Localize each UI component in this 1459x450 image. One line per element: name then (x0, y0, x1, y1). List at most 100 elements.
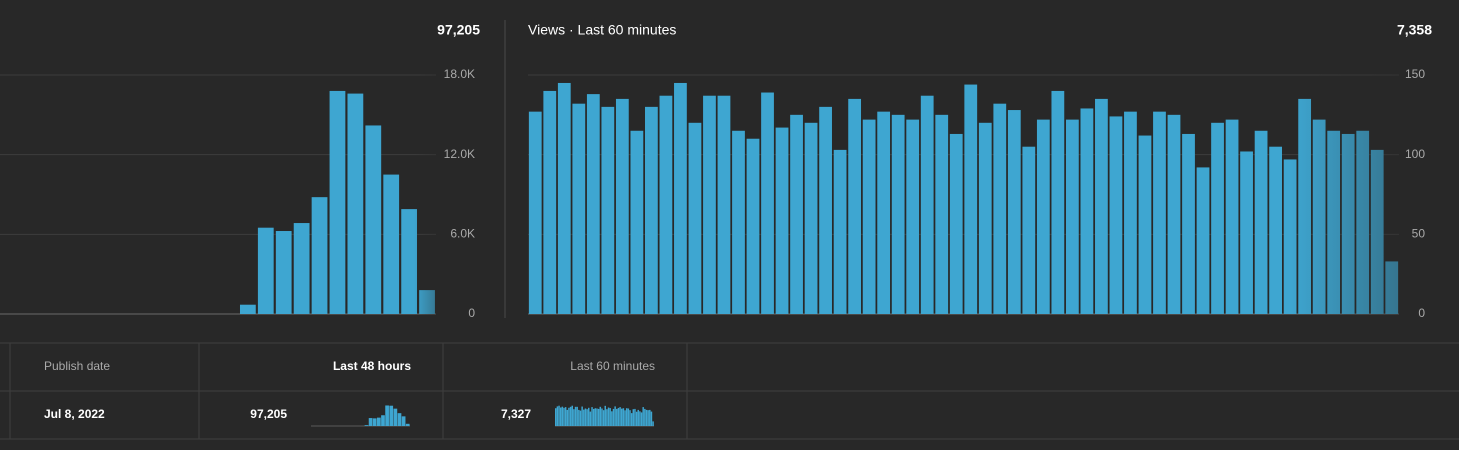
y-tick-label: 0 (1418, 306, 1425, 320)
sparkline-bar (596, 408, 598, 426)
sparkline-bar (617, 407, 620, 426)
cell: Jul 8, 2022 (44, 407, 105, 421)
bar (1065, 119, 1079, 314)
chart-total: 7,358 (1397, 22, 1432, 38)
sparkline-bar (594, 408, 597, 426)
sparkline-bar (649, 409, 651, 426)
sparkline-bar (564, 407, 567, 426)
bar (862, 119, 876, 314)
bar (1225, 119, 1239, 314)
bar (978, 122, 992, 314)
bar (804, 122, 818, 314)
bar (993, 103, 1007, 315)
sparkline-bar (377, 417, 381, 426)
bar (688, 122, 702, 314)
sparkline-bar (611, 411, 613, 426)
chart-total: 97,205 (437, 22, 480, 38)
bar (935, 114, 949, 314)
charts: 0 6.0K 12.0K 18.0K 0 50 100 150 (0, 67, 1426, 427)
sparkline-bar (606, 409, 608, 426)
sparkline-bar (635, 411, 638, 426)
sparkline-bar (624, 410, 626, 426)
bar (1051, 90, 1065, 314)
bar (1254, 130, 1268, 314)
sparkline-bar (607, 407, 610, 426)
y-tick-label: 50 (1412, 227, 1426, 241)
bar (1007, 110, 1021, 314)
sparkline-bar (602, 410, 605, 426)
sparkline-bar (393, 408, 398, 426)
sparkline-bar (573, 409, 575, 426)
sparkline-bar (630, 413, 633, 426)
bar (659, 95, 673, 314)
sparkline-bar (650, 411, 653, 426)
bar (819, 106, 832, 314)
sparkline-bar (647, 410, 649, 426)
bar (630, 130, 644, 314)
sparkline-bar (555, 408, 557, 426)
bar (1080, 108, 1094, 315)
bar (1196, 167, 1210, 314)
bar (703, 95, 716, 314)
sparkline-bar (586, 409, 588, 426)
sparkline-bar (637, 409, 639, 426)
bar (257, 227, 274, 314)
sparkline-bar (589, 411, 592, 426)
bar (528, 111, 542, 314)
sparkline-bar (644, 408, 646, 426)
bar (601, 106, 615, 314)
cell: 97,205 (250, 407, 287, 421)
y-tick-label: 12.0K (444, 147, 475, 161)
bar (674, 82, 687, 314)
sparkline-bar (563, 407, 565, 426)
sparkline-bar (583, 409, 585, 426)
bar (365, 125, 382, 314)
bar (877, 111, 891, 314)
bar (1109, 116, 1123, 314)
sparkline-bar (632, 409, 635, 426)
sparkline-bar (614, 406, 616, 426)
bar (1182, 133, 1195, 314)
column-header[interactable]: Publish date (44, 359, 110, 373)
bar (557, 82, 571, 314)
bar (275, 231, 292, 314)
bar (383, 174, 400, 314)
bar (717, 95, 731, 314)
sparkline-bar (609, 408, 611, 426)
bar (1095, 98, 1108, 315)
sparkline-bar (368, 418, 373, 426)
column-header[interactable]: Last 48 hours (333, 359, 411, 373)
bar (645, 106, 658, 314)
bar (615, 98, 629, 315)
bar (1124, 111, 1137, 314)
sparkline-bar (592, 408, 595, 426)
bar (1269, 146, 1282, 314)
sparkline-bar (625, 408, 628, 426)
sparkline-bar (569, 406, 572, 426)
sparkline-bar (558, 405, 560, 426)
column-header[interactable]: Last 60 minutes (570, 359, 655, 373)
bar (543, 90, 557, 314)
sparkline-bar (621, 408, 623, 426)
sparkline-bar (372, 418, 377, 426)
sparkline-bar (616, 408, 618, 426)
bar (586, 94, 600, 315)
sparkline-bar (591, 407, 593, 426)
sparkline-bar (568, 407, 570, 426)
y-tick-label: 18.0K (444, 67, 475, 81)
sparkline-bar (581, 406, 583, 426)
sparkline-bar (381, 415, 385, 426)
fade-overlay (1290, 60, 1402, 318)
sparkline-bar (405, 423, 410, 426)
sparkline-bar (389, 405, 394, 426)
bar (347, 93, 364, 314)
chart-title: Views · Last 60 minutes (528, 22, 676, 38)
sparkline-bar (561, 406, 564, 426)
y-tick-label: 100 (1405, 147, 1425, 161)
bar (746, 138, 760, 314)
sparkline-bar (584, 408, 587, 426)
sparkline-bar (556, 406, 559, 426)
sparkline-bar (599, 406, 602, 426)
